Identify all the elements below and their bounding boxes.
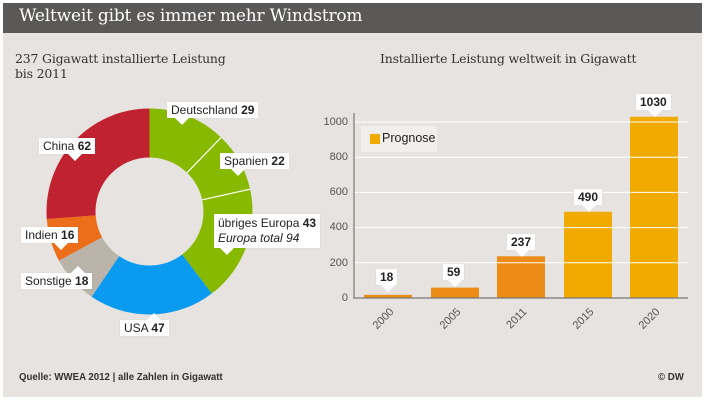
pie-label-sonstige: Sonstige 18 bbox=[21, 266, 93, 289]
copyright: © DW bbox=[658, 371, 684, 383]
axes bbox=[353, 113, 688, 299]
label-pointer bbox=[231, 169, 245, 176]
pie-label-usa: USA 47 bbox=[120, 313, 169, 336]
bar-chart-title: Installierte Leistung weltweit in Gigawa… bbox=[380, 51, 637, 66]
label-value: 29 bbox=[241, 103, 255, 117]
y-tick-400: 400 bbox=[329, 221, 348, 233]
label-value: 22 bbox=[271, 154, 285, 168]
label-pointer bbox=[381, 285, 395, 292]
pie-title-line2: bis 2011 bbox=[15, 66, 68, 81]
bar-2000 bbox=[364, 294, 412, 298]
label-name: USA bbox=[124, 321, 149, 335]
bar-value-2011: 237 bbox=[507, 234, 536, 257]
slice-separator bbox=[186, 137, 222, 174]
bar-value-2005: 59 bbox=[443, 264, 465, 287]
value-text: 59 bbox=[447, 265, 461, 279]
label-name: übriges Europa bbox=[218, 216, 300, 230]
slice-separator bbox=[202, 188, 251, 201]
label-pointer bbox=[68, 154, 82, 161]
label-pointer bbox=[220, 248, 234, 255]
pie-label-europa: übriges Europa 43 Europa total 94 bbox=[214, 214, 321, 255]
label-name: China bbox=[43, 139, 75, 153]
value-text: 490 bbox=[578, 190, 599, 204]
page-title: Weltweit gibt es immer mehr Windstrom bbox=[19, 6, 363, 26]
pie-label-deutschland: Deutschland 29 bbox=[167, 102, 259, 125]
label-value: 62 bbox=[77, 139, 92, 153]
pie-slice-sonstige bbox=[58, 237, 120, 297]
label-name: Indien bbox=[25, 228, 58, 242]
label-value: 16 bbox=[61, 228, 75, 242]
label-pointer bbox=[515, 250, 529, 257]
pie-slice-usa bbox=[91, 254, 212, 315]
pie-label-indien: Indien 16 bbox=[21, 227, 79, 250]
label-value: 18 bbox=[75, 274, 89, 288]
y-tick-600: 600 bbox=[329, 186, 348, 198]
pie-label-china: China 62 bbox=[39, 138, 96, 161]
chart-legend: Prognose bbox=[361, 126, 437, 152]
label-name: Deutschland bbox=[171, 103, 238, 117]
label-value: 47 bbox=[151, 321, 165, 335]
pie-chart-title: 237 Gigawatt installierte Leistung bis 2… bbox=[15, 51, 255, 81]
pie-slice-deutschland bbox=[149, 108, 222, 173]
bar-value-2000: 18 bbox=[376, 269, 398, 292]
label-pointer bbox=[582, 205, 596, 212]
label-pointer bbox=[147, 313, 161, 320]
legend-label: Prognose bbox=[382, 131, 436, 145]
label-value: 43 bbox=[302, 216, 317, 230]
label-pointer bbox=[54, 243, 68, 250]
bar-2020 bbox=[630, 116, 678, 298]
label-pointer bbox=[448, 280, 462, 287]
label-name: Spanien bbox=[224, 154, 269, 168]
pie-title-line1: 237 Gigawatt installierte Leistung bbox=[15, 51, 226, 66]
europa-total-annotation: Europa total 94 bbox=[218, 231, 300, 245]
bar-value-2015: 490 bbox=[574, 189, 603, 212]
value-text: 18 bbox=[380, 270, 394, 284]
y-tick-200: 200 bbox=[329, 257, 348, 269]
value-text: 1030 bbox=[640, 95, 667, 109]
label-name: Sonstige bbox=[25, 274, 72, 288]
source-note: Quelle: WWEA 2012 | alle Zahlen in Gigaw… bbox=[19, 371, 223, 383]
label-pointer bbox=[648, 110, 662, 117]
value-text: 237 bbox=[511, 235, 532, 249]
bar-2005 bbox=[431, 287, 479, 298]
y-tick-1000: 1000 bbox=[323, 116, 348, 128]
bar-value-2020: 1030 bbox=[636, 94, 671, 117]
label-pointer bbox=[71, 266, 85, 273]
bar-2015 bbox=[564, 211, 612, 298]
label-pointer bbox=[175, 118, 189, 125]
y-tick-800: 800 bbox=[329, 151, 348, 163]
pie-slice-china bbox=[46, 108, 150, 220]
legend-swatch-prognose bbox=[370, 134, 380, 144]
header-bar: Weltweit gibt es immer mehr Windstrom bbox=[3, 3, 702, 33]
pie-label-spanien: Spanien 22 bbox=[220, 153, 289, 176]
y-tick-0: 0 bbox=[341, 292, 348, 304]
